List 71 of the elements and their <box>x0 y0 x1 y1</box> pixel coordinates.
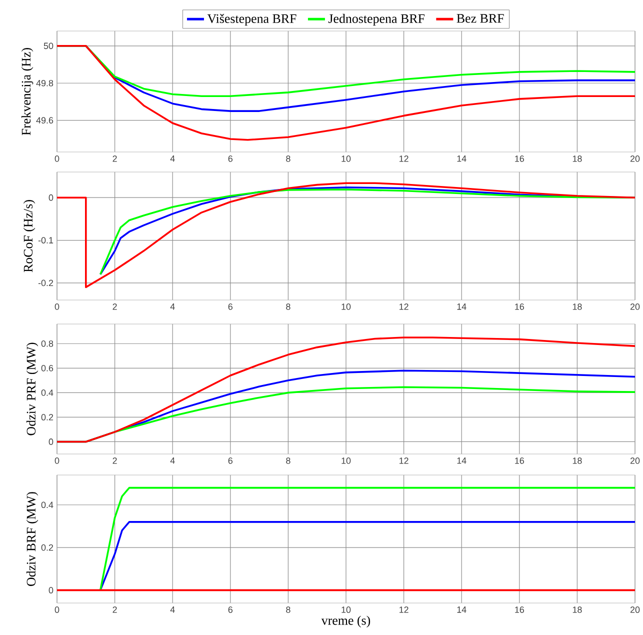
y-tick-label: 0.6 <box>41 364 54 372</box>
line-series <box>57 336 636 443</box>
y-axis-title: Frekvencija (Hz) <box>21 48 34 136</box>
x-tick-label: 14 <box>457 458 466 464</box>
y-tick-label: 0.2 <box>41 414 54 420</box>
x-tick-label: 2 <box>112 304 117 310</box>
line-series <box>57 182 636 288</box>
y-tick-label: -0.1 <box>38 237 54 244</box>
y-tick-label: 0.8 <box>41 340 54 347</box>
x-tick-label: 20 <box>630 156 640 162</box>
y-axis-title: Odziv BRF (MW) <box>26 492 38 586</box>
x-tick-label: 20 <box>630 458 640 464</box>
x-tick-label: 18 <box>572 606 582 613</box>
x-tick-label: 12 <box>400 304 408 310</box>
x-tick-label: 2 <box>112 156 117 162</box>
x-tick-label: 4 <box>170 458 175 464</box>
x-tick-label: 4 <box>170 304 175 310</box>
y-tick-label: 0.2 <box>41 544 54 551</box>
line-series <box>99 521 636 592</box>
y-tick-label: 0 <box>48 194 54 201</box>
x-tick-label: 20 <box>630 304 640 310</box>
x-tick-label: 0 <box>54 458 60 464</box>
legend-label: Bez BRF <box>456 14 504 23</box>
x-tick-label: 6 <box>228 304 233 310</box>
y-tick-label: 0 <box>48 587 54 594</box>
y-tick-label: 0.4 <box>41 502 54 508</box>
y-tick-label: 49.8 <box>36 80 54 86</box>
x-tick-label: 14 <box>457 304 466 310</box>
x-tick-label: 6 <box>228 458 233 464</box>
x-tick-label: 14 <box>457 606 466 613</box>
x-tick-label: 16 <box>515 606 524 613</box>
y-tick-label: 0 <box>48 438 54 445</box>
x-axis-title: vreme (s) <box>321 616 370 628</box>
y-tick-label: -0.2 <box>38 280 54 286</box>
y-axis-title: Odziv PRF (MW) <box>26 342 38 436</box>
x-tick-label: 18 <box>572 156 582 162</box>
legend-label: Višestepena BRF <box>207 14 296 26</box>
x-tick-label: 2 <box>112 606 117 613</box>
x-tick-label: 14 <box>457 156 466 162</box>
x-tick-label: 10 <box>342 156 351 162</box>
y-tick-label: 49.6 <box>36 117 54 124</box>
x-tick-label: 0 <box>54 606 60 613</box>
x-tick-label: 4 <box>170 606 175 613</box>
x-tick-label: 8 <box>286 156 290 162</box>
x-tick-label: 0 <box>54 156 60 162</box>
x-tick-label: 10 <box>342 606 351 613</box>
x-tick-label: 8 <box>286 458 290 464</box>
x-tick-label: 12 <box>400 606 408 613</box>
line-series <box>57 44 636 141</box>
x-tick-label: 10 <box>342 458 351 464</box>
x-tick-label: 12 <box>400 458 408 464</box>
x-tick-label: 4 <box>170 156 175 162</box>
y-tick-label: 50 <box>44 42 54 50</box>
x-tick-label: 6 <box>228 156 233 162</box>
legend-label: Jednostepena BRF <box>328 14 425 26</box>
line-series <box>99 486 636 592</box>
x-tick-label: 10 <box>342 304 351 310</box>
y-tick-label: 0.4 <box>41 390 54 396</box>
x-tick-label: 0 <box>54 304 60 310</box>
x-tick-label: 16 <box>515 156 524 162</box>
y-axis-title: RoCoF (Hz/s) <box>23 200 36 272</box>
x-tick-label: 16 <box>515 304 524 310</box>
x-tick-label: 18 <box>572 458 582 464</box>
x-tick-label: 6 <box>228 606 233 613</box>
x-tick-label: 20 <box>630 606 640 613</box>
x-tick-label: 12 <box>400 156 408 162</box>
x-tick-label: 16 <box>515 458 524 464</box>
x-tick-label: 2 <box>112 458 117 464</box>
x-tick-label: 8 <box>286 304 290 310</box>
x-tick-label: 18 <box>572 304 582 310</box>
x-tick-label: 8 <box>286 606 290 613</box>
